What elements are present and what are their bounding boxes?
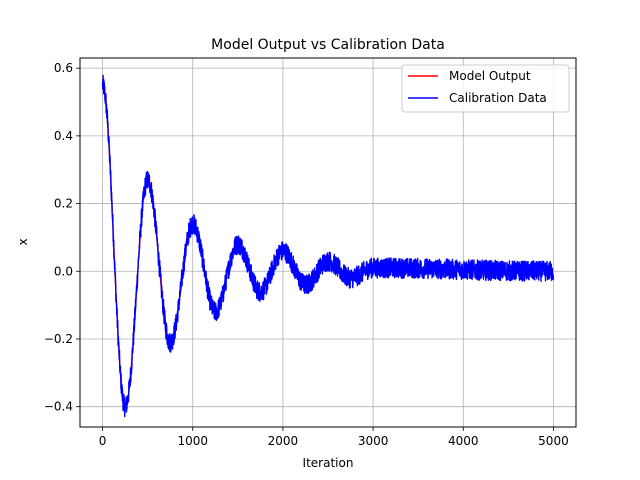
legend-label-calibration-data: Calibration Data — [449, 91, 547, 105]
plot-frame — [79, 57, 577, 428]
x-tick-label: 4000 — [448, 434, 479, 448]
series-layer — [101, 74, 555, 418]
legend-label-model-output: Model Output — [449, 69, 531, 83]
x-tick-label: 2000 — [268, 434, 299, 448]
chart-title: Model Output vs Calibration Data — [211, 37, 445, 53]
y-axis-label: x — [16, 238, 30, 245]
legend: Model Output Calibration Data — [401, 64, 570, 113]
y-tick-label: −0.4 — [44, 400, 73, 414]
y-tick-label: 0.6 — [54, 61, 73, 75]
x-tick-label: 3000 — [358, 434, 389, 448]
x-tick-label: 0 — [99, 434, 107, 448]
y-tick-label: 0.0 — [54, 264, 73, 278]
y-axis-ticks: −0.4 −0.2 0.0 0.2 0.4 0.6 — [44, 61, 80, 414]
y-tick-label: −0.2 — [44, 332, 73, 346]
x-tick-label: 1000 — [177, 434, 208, 448]
series-line-1 — [101, 74, 555, 418]
y-tick-label: 0.2 — [54, 197, 73, 211]
y-tick-label: 0.4 — [54, 129, 73, 143]
x-axis-label: Iteration — [303, 456, 354, 470]
legend-box — [401, 64, 570, 113]
x-axis-ticks: 0 1000 2000 3000 4000 5000 — [99, 427, 569, 448]
x-tick-label: 5000 — [538, 434, 569, 448]
